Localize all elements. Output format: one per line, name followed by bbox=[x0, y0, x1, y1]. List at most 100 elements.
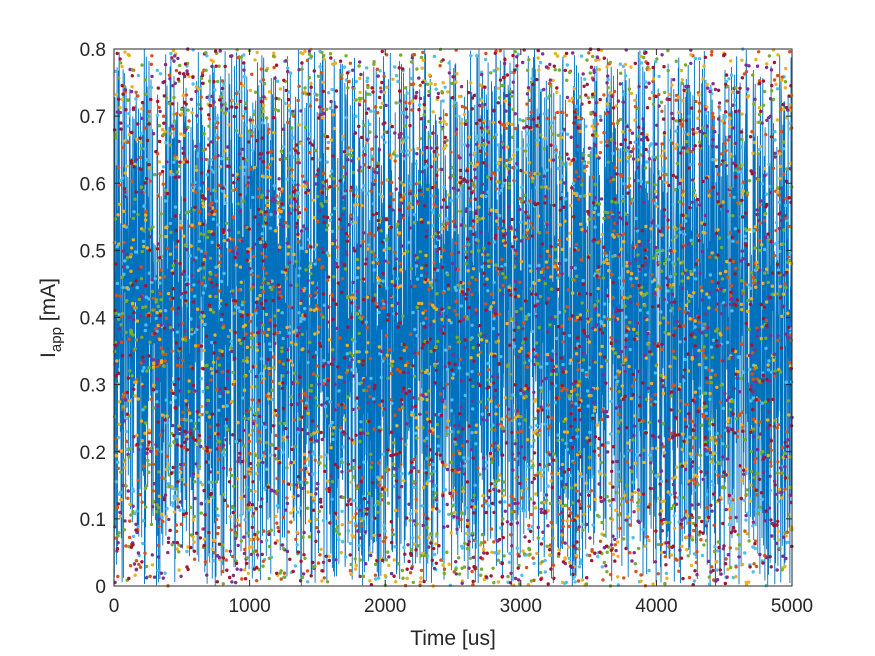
data-point bbox=[576, 383, 580, 388]
data-point bbox=[494, 209, 498, 213]
data-point bbox=[145, 158, 149, 162]
data-point bbox=[418, 96, 423, 101]
data-point bbox=[614, 104, 618, 108]
data-point bbox=[261, 460, 265, 465]
data-point bbox=[387, 555, 391, 559]
data-point bbox=[161, 352, 165, 356]
data-point bbox=[303, 556, 307, 561]
data-point bbox=[468, 226, 473, 231]
data-point bbox=[200, 281, 204, 286]
data-point bbox=[769, 191, 773, 195]
data-point bbox=[405, 149, 409, 153]
data-point bbox=[476, 466, 480, 470]
data-point bbox=[366, 400, 370, 405]
data-point bbox=[568, 473, 572, 478]
data-point bbox=[342, 65, 347, 69]
data-point bbox=[400, 244, 404, 248]
data-point bbox=[309, 81, 313, 86]
data-point bbox=[568, 203, 573, 208]
data-point bbox=[221, 582, 225, 586]
data-point bbox=[617, 404, 622, 409]
data-point bbox=[783, 86, 787, 90]
data-point bbox=[624, 518, 628, 522]
data-point bbox=[395, 154, 399, 158]
data-point bbox=[553, 265, 557, 269]
data-point bbox=[484, 51, 488, 56]
data-point bbox=[671, 283, 675, 287]
data-point bbox=[322, 576, 326, 580]
data-point bbox=[748, 353, 752, 358]
data-point bbox=[689, 563, 693, 567]
data-point bbox=[315, 286, 319, 290]
data-point bbox=[568, 231, 572, 235]
data-point bbox=[234, 439, 238, 444]
data-point bbox=[216, 136, 220, 140]
data-point bbox=[177, 323, 181, 327]
data-point bbox=[578, 418, 583, 422]
data-point bbox=[189, 419, 193, 423]
data-point bbox=[489, 352, 494, 356]
data-point bbox=[217, 408, 221, 412]
data-point bbox=[192, 283, 196, 287]
data-point bbox=[365, 295, 370, 299]
data-point bbox=[348, 364, 352, 369]
data-point bbox=[230, 580, 234, 584]
data-point bbox=[273, 341, 277, 346]
data-point bbox=[441, 463, 446, 467]
data-point bbox=[190, 110, 194, 115]
data-point bbox=[346, 146, 350, 150]
data-point bbox=[216, 470, 220, 475]
data-point bbox=[784, 197, 788, 201]
data-point bbox=[210, 206, 215, 210]
data-point bbox=[158, 109, 162, 114]
data-point bbox=[749, 483, 753, 487]
data-point bbox=[308, 264, 312, 269]
data-point bbox=[608, 503, 613, 508]
data-point bbox=[322, 303, 327, 307]
data-point bbox=[205, 363, 209, 367]
data-point bbox=[408, 148, 413, 152]
data-point bbox=[179, 295, 184, 300]
data-point bbox=[406, 543, 410, 547]
data-point bbox=[615, 540, 620, 544]
data-point bbox=[380, 181, 384, 185]
data-point bbox=[497, 191, 501, 195]
data-point bbox=[254, 416, 258, 421]
data-point bbox=[427, 287, 431, 292]
data-point bbox=[207, 435, 211, 439]
data-point bbox=[439, 558, 443, 562]
data-point bbox=[484, 142, 488, 146]
data-point bbox=[218, 387, 222, 391]
data-point bbox=[549, 121, 554, 125]
data-point bbox=[757, 238, 762, 243]
data-point bbox=[597, 482, 601, 486]
data-point bbox=[602, 410, 606, 414]
data-point bbox=[560, 174, 565, 178]
data-point bbox=[705, 470, 709, 475]
data-point bbox=[539, 405, 543, 409]
data-point bbox=[259, 114, 264, 118]
data-point bbox=[475, 137, 479, 142]
data-point bbox=[711, 115, 716, 120]
data-point bbox=[738, 163, 742, 167]
data-point bbox=[534, 428, 539, 433]
data-point bbox=[219, 103, 224, 107]
data-point bbox=[320, 579, 324, 583]
data-point bbox=[592, 409, 597, 413]
data-point bbox=[576, 359, 580, 363]
data-point bbox=[224, 558, 228, 562]
data-point bbox=[209, 158, 213, 162]
data-point bbox=[407, 201, 412, 206]
data-point bbox=[746, 309, 750, 313]
data-point bbox=[683, 417, 687, 422]
data-point bbox=[765, 555, 769, 560]
data-point bbox=[641, 527, 645, 532]
data-point bbox=[415, 305, 419, 310]
data-point bbox=[260, 232, 264, 236]
data-point bbox=[603, 302, 607, 306]
data-point bbox=[528, 199, 532, 203]
data-point bbox=[510, 452, 515, 456]
data-point bbox=[225, 404, 229, 408]
data-point bbox=[481, 547, 486, 552]
data-point bbox=[240, 239, 245, 243]
